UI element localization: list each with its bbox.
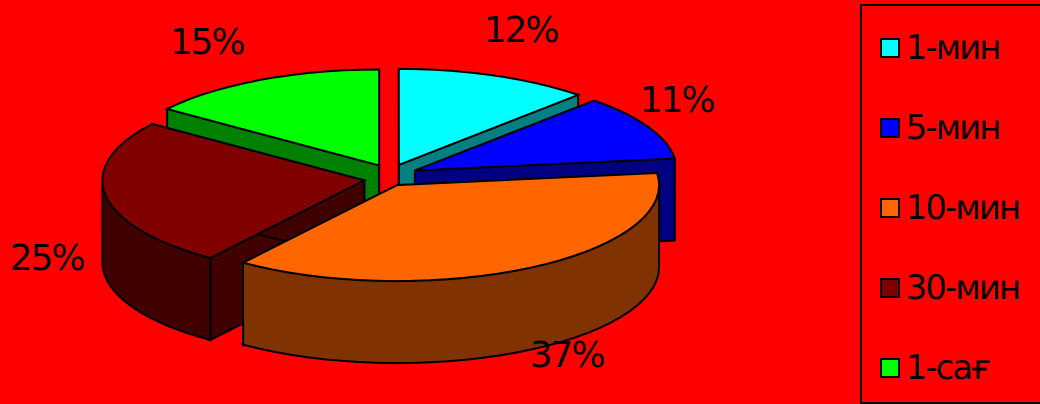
pie-chart [101,67,677,365]
legend-label-5-min: 5-мин [906,108,1002,148]
slice-1-top [414,99,677,172]
legend-swatch-10-min [880,198,900,218]
legend-item-5-min: 5-мин [880,108,1002,148]
legend-swatch-30-min [880,278,900,298]
slice-4-top [164,68,381,167]
data-label-1-sag: 15% [170,22,246,63]
legend-label-1-sag: 1-сағ [906,348,991,388]
slice-2-top [240,171,661,283]
legend-item-1-min: 1-мин [880,28,1002,68]
legend-item-10-min: 10-мин [880,188,1022,228]
data-label-10-min: 37% [530,335,606,376]
legend-swatch-1-sag [880,358,900,378]
slice-3-top [101,122,368,260]
legend-item-30-min: 30-мин [880,268,1022,308]
legend-label-1-min: 1-мин [906,28,1002,68]
data-label-30-min: 25% [10,238,86,279]
legend-swatch-1-min [880,38,900,58]
slice-0-top [397,67,582,167]
legend-item-1-sag: 1-сағ [880,348,991,388]
chart-area: 12% 11% 37% 25% 15% 1-мин 5-мин 10-мин 3… [10,4,1040,404]
data-label-1-min: 12% [484,10,560,51]
legend-label-30-min: 30-мин [906,268,1022,308]
legend-swatch-5-min [880,118,900,138]
legend-label-10-min: 10-мин [906,188,1022,228]
data-label-5-min: 11% [640,80,716,121]
legend: 1-мин 5-мин 10-мин 30-мин 1-сағ [860,4,1040,404]
